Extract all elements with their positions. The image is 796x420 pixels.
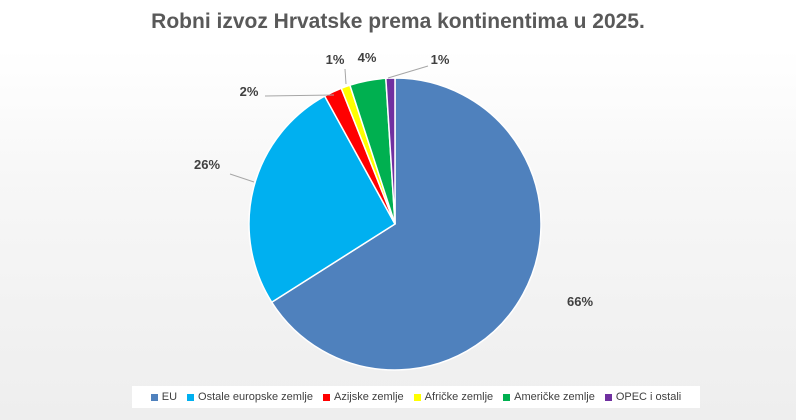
legend-label: Afričke zemlje: [424, 391, 494, 403]
legend-item: Azijske zemlje: [322, 391, 404, 403]
legend-swatch: [413, 393, 421, 401]
legend-swatch: [604, 393, 612, 401]
legend-item: Američke zemlje: [503, 391, 595, 403]
leader-line: [229, 173, 255, 183]
legend-swatch: [503, 393, 511, 401]
legend-item: Afričke zemlje: [413, 391, 494, 403]
legend-label: EU: [161, 391, 178, 403]
data-label: 1%: [326, 52, 345, 67]
leader-line: [344, 68, 347, 85]
legend-swatch: [150, 393, 158, 401]
chart-title: Robni izvoz Hrvatske prema kontinentima …: [151, 10, 645, 33]
leader-line: [264, 94, 335, 97]
data-label: 2%: [240, 84, 259, 99]
leader-line: [387, 65, 429, 79]
legend-label: Azijske zemlje: [333, 391, 404, 403]
legend-item: Ostale europske zemlje: [187, 391, 313, 403]
pie-slice-eu: [270, 77, 542, 371]
data-label: 1%: [431, 52, 450, 67]
legend-item: EU: [150, 391, 178, 403]
legend-label: Američke zemlje: [514, 391, 595, 403]
legend-label: OPEC i ostali: [615, 391, 682, 403]
pie-slice-ostale-europske-zemlje: [248, 95, 396, 304]
data-label: 66%: [567, 294, 593, 309]
legend-label: Ostale europske zemlje: [198, 391, 313, 403]
chart-legend: EU Ostale europske zemlje Azijske zemlje Af…: [132, 386, 700, 408]
legend-item: OPEC i ostali: [604, 391, 682, 403]
legend-swatch: [322, 393, 330, 401]
data-label: 26%: [194, 157, 220, 172]
legend-swatch: [187, 393, 195, 401]
data-label: 4%: [358, 50, 377, 65]
pie-slice-opec-i-ostali: [385, 77, 396, 225]
